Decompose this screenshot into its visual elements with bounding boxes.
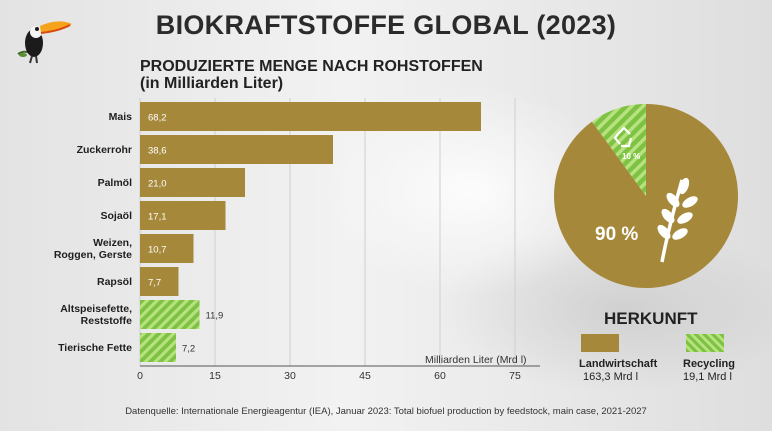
- bar: [140, 168, 245, 197]
- pie-slice-recycling: [591, 104, 646, 196]
- category-label: Weizen, Roggen, Gerste: [53, 236, 132, 261]
- pie-label-landwirtschaft: 90 %: [595, 224, 639, 245]
- x-tick-label: 15: [209, 370, 221, 382]
- bar-value-label: 10,7: [148, 245, 167, 256]
- x-tick-label: 75: [509, 370, 521, 382]
- legend-swatch-landwirtschaft: [581, 334, 619, 352]
- category-label: Tierische Fette: [58, 341, 132, 354]
- bar: [140, 333, 176, 362]
- bar-value-label: 38,6: [148, 146, 167, 157]
- x-tick-label: 0: [137, 370, 143, 382]
- bar-value-label: 7,2: [182, 344, 195, 355]
- recycle-icon: [613, 126, 633, 148]
- bar: [140, 201, 226, 230]
- category-label: Mais: [108, 110, 132, 123]
- bar-value-label: 17,1: [148, 212, 167, 223]
- chart-subtitle: PRODUZIERTE MENGE NACH ROHSTOFFEN (in Mi…: [140, 58, 483, 92]
- legend-swatch-recycling: [686, 334, 724, 352]
- bar-value-label: 7,7: [148, 278, 161, 289]
- page-title: BIOKRAFTSTOFFE GLOBAL (2023): [155, 10, 617, 40]
- category-label: Rapsöl: [96, 275, 132, 288]
- bar: [140, 267, 179, 296]
- x-tick-label: 30: [284, 370, 296, 382]
- bar-value-label: 68,2: [148, 113, 167, 124]
- bar: [140, 102, 481, 131]
- pie-slice-landwirtschaft: [554, 104, 739, 288]
- x-tick-label: 60: [434, 370, 446, 382]
- bar: [140, 234, 194, 263]
- bar: [140, 300, 200, 329]
- legend-label-landwirtschaft: Landwirtschaft: [579, 358, 658, 370]
- bar: [140, 135, 333, 164]
- source-note: Datenquelle: Internationale Energieagent…: [125, 406, 647, 417]
- x-tick-label: 45: [359, 370, 371, 382]
- pie-title: HERKUNFT: [604, 309, 698, 328]
- legend-value-landwirtschaft: 163,3 Mrd l: [583, 371, 639, 383]
- wheat-icon: [657, 177, 698, 263]
- category-label: Zuckerrohr: [76, 143, 132, 156]
- x-axis-label: Milliarden Liter (Mrd l): [425, 354, 527, 366]
- category-label: Altspeisefette, Reststoffe: [60, 302, 132, 327]
- pie-label-recycling: 10 %: [622, 152, 641, 161]
- legend-label-recycling: Recycling: [683, 358, 735, 370]
- toucan-icon: [17, 21, 72, 64]
- bar-value-label: 11,9: [206, 311, 224, 322]
- category-label: Sojaöl: [100, 209, 132, 222]
- bar-value-label: 21,0: [148, 179, 167, 190]
- legend-value-recycling: 19,1 Mrd l: [683, 371, 732, 383]
- category-label: Palmöl: [97, 176, 132, 189]
